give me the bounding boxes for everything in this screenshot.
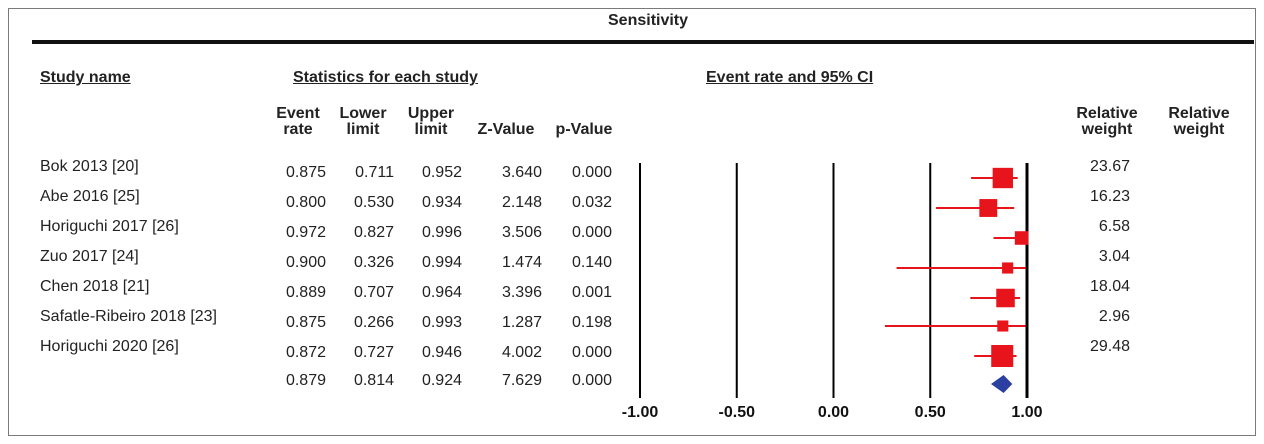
relative-weight: 2.96 bbox=[1098, 308, 1130, 325]
cell-rate: 0.872 bbox=[285, 344, 326, 361]
x-tick-label: -0.50 bbox=[719, 404, 756, 421]
title-rule bbox=[32, 40, 1254, 44]
study-marker bbox=[979, 199, 998, 217]
study-marker bbox=[997, 320, 1009, 332]
cell-z: 1.287 bbox=[501, 314, 542, 331]
study-marker bbox=[996, 288, 1015, 308]
cell-upper: 0.993 bbox=[421, 314, 462, 331]
col-lower-limit-header: Lower limit bbox=[339, 105, 387, 138]
cell-upper: 0.964 bbox=[421, 284, 462, 301]
cell-p: 0.000 bbox=[571, 164, 612, 181]
cell-rate: 0.875 bbox=[285, 164, 326, 181]
summary-lower: 0.814 bbox=[353, 372, 394, 389]
cell-rate: 0.889 bbox=[285, 284, 326, 301]
cell-upper: 0.996 bbox=[421, 224, 462, 241]
study-marker bbox=[1002, 262, 1014, 274]
cell-rate: 0.800 bbox=[285, 194, 326, 211]
col-event-rate-header: Event rate bbox=[276, 105, 320, 138]
col-relative-weight-header-2: Relative weight bbox=[1168, 105, 1230, 138]
cell-z: 3.506 bbox=[501, 224, 542, 241]
cell-lower: 0.827 bbox=[353, 224, 394, 241]
study-name: Chen 2018 [21] bbox=[40, 278, 150, 295]
cell-z: 4.002 bbox=[501, 344, 542, 361]
summary-p: 0.000 bbox=[571, 372, 612, 389]
summary-z: 7.629 bbox=[501, 372, 542, 389]
cell-p: 0.198 bbox=[571, 314, 612, 331]
cell-p: 0.001 bbox=[571, 284, 612, 301]
cell-lower: 0.530 bbox=[353, 194, 394, 211]
study-marker bbox=[1014, 231, 1029, 245]
study-name: Abe 2016 [25] bbox=[40, 188, 140, 205]
pooled-diamond bbox=[991, 375, 1013, 393]
cell-lower: 0.266 bbox=[353, 314, 394, 331]
cell-upper: 0.934 bbox=[421, 194, 462, 211]
cell-rate: 0.900 bbox=[285, 254, 326, 271]
relative-weight: 6.58 bbox=[1098, 218, 1130, 235]
cell-z: 3.640 bbox=[501, 164, 542, 181]
cell-z: 1.474 bbox=[501, 254, 542, 271]
relative-weight: 3.04 bbox=[1098, 248, 1130, 265]
cell-upper: 0.946 bbox=[421, 344, 462, 361]
cell-p: 0.032 bbox=[571, 194, 612, 211]
relative-weight: 23.67 bbox=[1089, 158, 1130, 175]
study-name: Horiguchi 2017 [26] bbox=[40, 218, 179, 235]
study-name: Horiguchi 2020 [26] bbox=[40, 338, 179, 355]
col-upper-limit-header: Upper limit bbox=[407, 105, 455, 138]
statistics-header: Statistics for each study bbox=[293, 69, 478, 86]
study-name-header: Study name bbox=[40, 69, 131, 86]
cell-z: 2.148 bbox=[501, 194, 542, 211]
study-name: Safatle-Ribeiro 2018 [23] bbox=[40, 308, 217, 325]
x-tick-label: -1.00 bbox=[622, 404, 659, 421]
col-relative-weight-header: Relative weight bbox=[1076, 105, 1138, 138]
cell-rate: 0.875 bbox=[285, 314, 326, 331]
x-tick-label: 1.00 bbox=[1011, 404, 1042, 421]
chart-title: Sensitivity bbox=[608, 12, 689, 29]
cell-z: 3.396 bbox=[501, 284, 542, 301]
cell-p: 0.140 bbox=[571, 254, 612, 271]
summary-rate: 0.879 bbox=[285, 372, 326, 389]
figure-frame bbox=[8, 8, 1256, 436]
x-tick-label: 0.50 bbox=[915, 404, 946, 421]
study-name: Bok 2013 [20] bbox=[40, 158, 139, 175]
cell-p: 0.000 bbox=[571, 224, 612, 241]
cell-rate: 0.972 bbox=[285, 224, 326, 241]
col-p-value-header: p-Value bbox=[555, 121, 613, 138]
study-marker bbox=[992, 167, 1013, 189]
relative-weight: 29.48 bbox=[1089, 338, 1130, 355]
relative-weight: 18.04 bbox=[1089, 278, 1130, 295]
study-marker bbox=[991, 345, 1014, 367]
x-tick-label: 0.00 bbox=[818, 404, 849, 421]
cell-p: 0.000 bbox=[571, 344, 612, 361]
relative-weight: 16.23 bbox=[1089, 188, 1130, 205]
cell-lower: 0.326 bbox=[353, 254, 394, 271]
cell-lower: 0.711 bbox=[355, 164, 394, 181]
cell-lower: 0.727 bbox=[353, 344, 394, 361]
cell-upper: 0.994 bbox=[421, 254, 462, 271]
cell-upper: 0.952 bbox=[421, 164, 462, 181]
col-z-value-header: Z-Value bbox=[477, 121, 535, 138]
plot-header: Event rate and 95% CI bbox=[706, 69, 874, 86]
summary-upper: 0.924 bbox=[421, 372, 462, 389]
cell-lower: 0.707 bbox=[353, 284, 394, 301]
study-name: Zuo 2017 [24] bbox=[40, 248, 139, 265]
